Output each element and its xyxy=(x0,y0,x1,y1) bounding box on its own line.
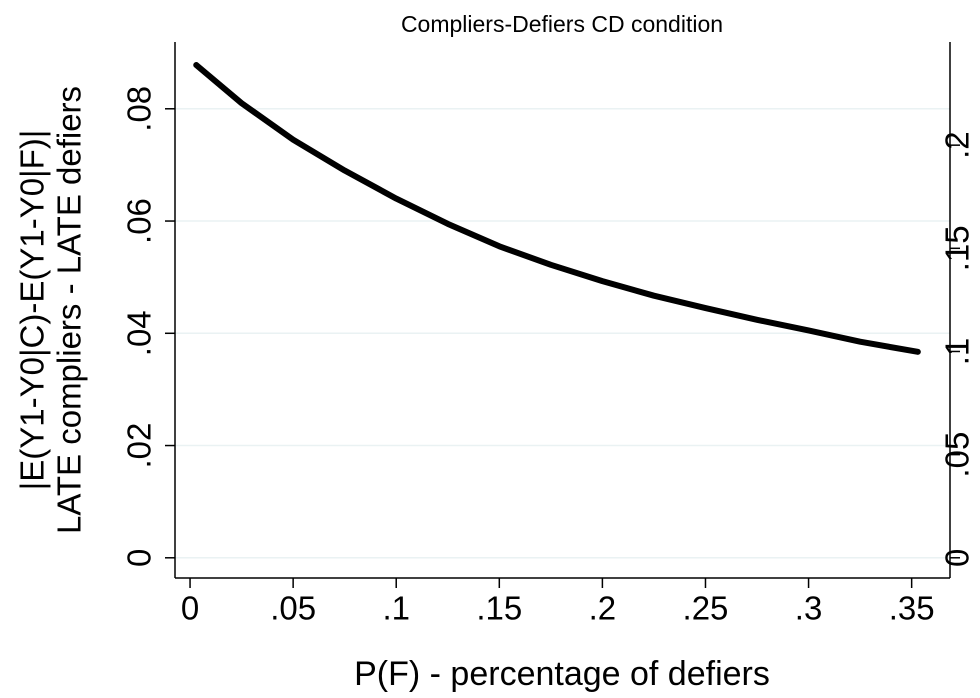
x-tick-label: .35 xyxy=(889,590,935,627)
x-axis-title: P(F) - percentage of defiers xyxy=(354,655,770,693)
y2-tick-label: .05 xyxy=(939,432,976,478)
x-tick-label: .25 xyxy=(683,590,729,627)
y-axis-title: LATE compliers - LATE defiers xyxy=(51,86,88,534)
x-tick-label: .15 xyxy=(476,590,522,627)
x-tick-label: 0 xyxy=(181,590,199,627)
x-tick-label: .2 xyxy=(589,590,617,627)
y-tick-label: 0 xyxy=(121,549,158,567)
y2-tick-label: .15 xyxy=(939,225,976,271)
y-tick-label: .02 xyxy=(121,423,158,469)
x-tick-label: .05 xyxy=(270,590,316,627)
x-tick-label: .1 xyxy=(382,590,410,627)
y2-tick-label: .1 xyxy=(939,338,976,366)
y-tick-label: .06 xyxy=(121,198,158,244)
x-tick-label: .3 xyxy=(795,590,823,627)
y2-tick-label: 0 xyxy=(939,549,976,567)
y-axis-title: |E(Y1-Y0|C)-E(Y1-Y0|F)| xyxy=(14,130,51,491)
y-tick-label: .04 xyxy=(121,310,158,356)
chart-title: Compliers-Defiers CD condition xyxy=(401,11,723,37)
line-series xyxy=(193,62,921,355)
y2-tick-label: .2 xyxy=(939,131,976,159)
y-tick-label: .08 xyxy=(121,86,158,132)
